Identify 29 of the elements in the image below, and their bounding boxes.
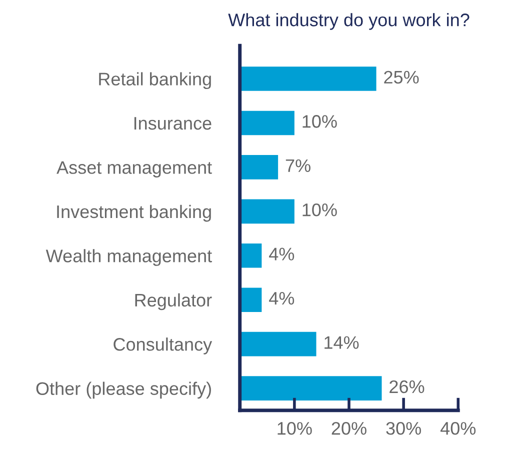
data-label: 25% (384, 70, 419, 84)
y-tick-label: Asset management (56, 161, 212, 178)
x-tick-label: 40% (440, 422, 476, 435)
x-tick-label: 10% (278, 422, 312, 435)
bar (240, 110, 294, 136)
x-tick-label: 30% (386, 422, 421, 435)
chart-title: What industry do you work in? (228, 13, 470, 30)
y-tick-label: Investment banking (57, 204, 211, 222)
data-label: 14% (324, 336, 359, 349)
data-label: 10% (302, 115, 337, 128)
bar (240, 243, 262, 268)
bar (240, 332, 316, 356)
x-tick-label: 20% (332, 422, 366, 435)
data-label: 7% (286, 159, 310, 172)
y-tick-label: Wealth management (46, 249, 212, 266)
y-tick-label: Other (please specify) (36, 382, 211, 399)
y-tick-label: Retail banking (99, 72, 211, 90)
bar (240, 288, 262, 312)
y-tick-label: Insurance (134, 117, 212, 130)
data-label: 26% (390, 380, 424, 394)
bar (240, 199, 294, 224)
bar (240, 155, 278, 180)
data-label: 4% (269, 248, 294, 260)
y-tick-label: Consultancy (114, 338, 212, 354)
bar (240, 66, 376, 91)
data-label: 4% (269, 292, 294, 305)
data-label: 10% (302, 203, 337, 216)
bar (240, 376, 382, 400)
y-tick-label: Regulator (135, 293, 212, 310)
